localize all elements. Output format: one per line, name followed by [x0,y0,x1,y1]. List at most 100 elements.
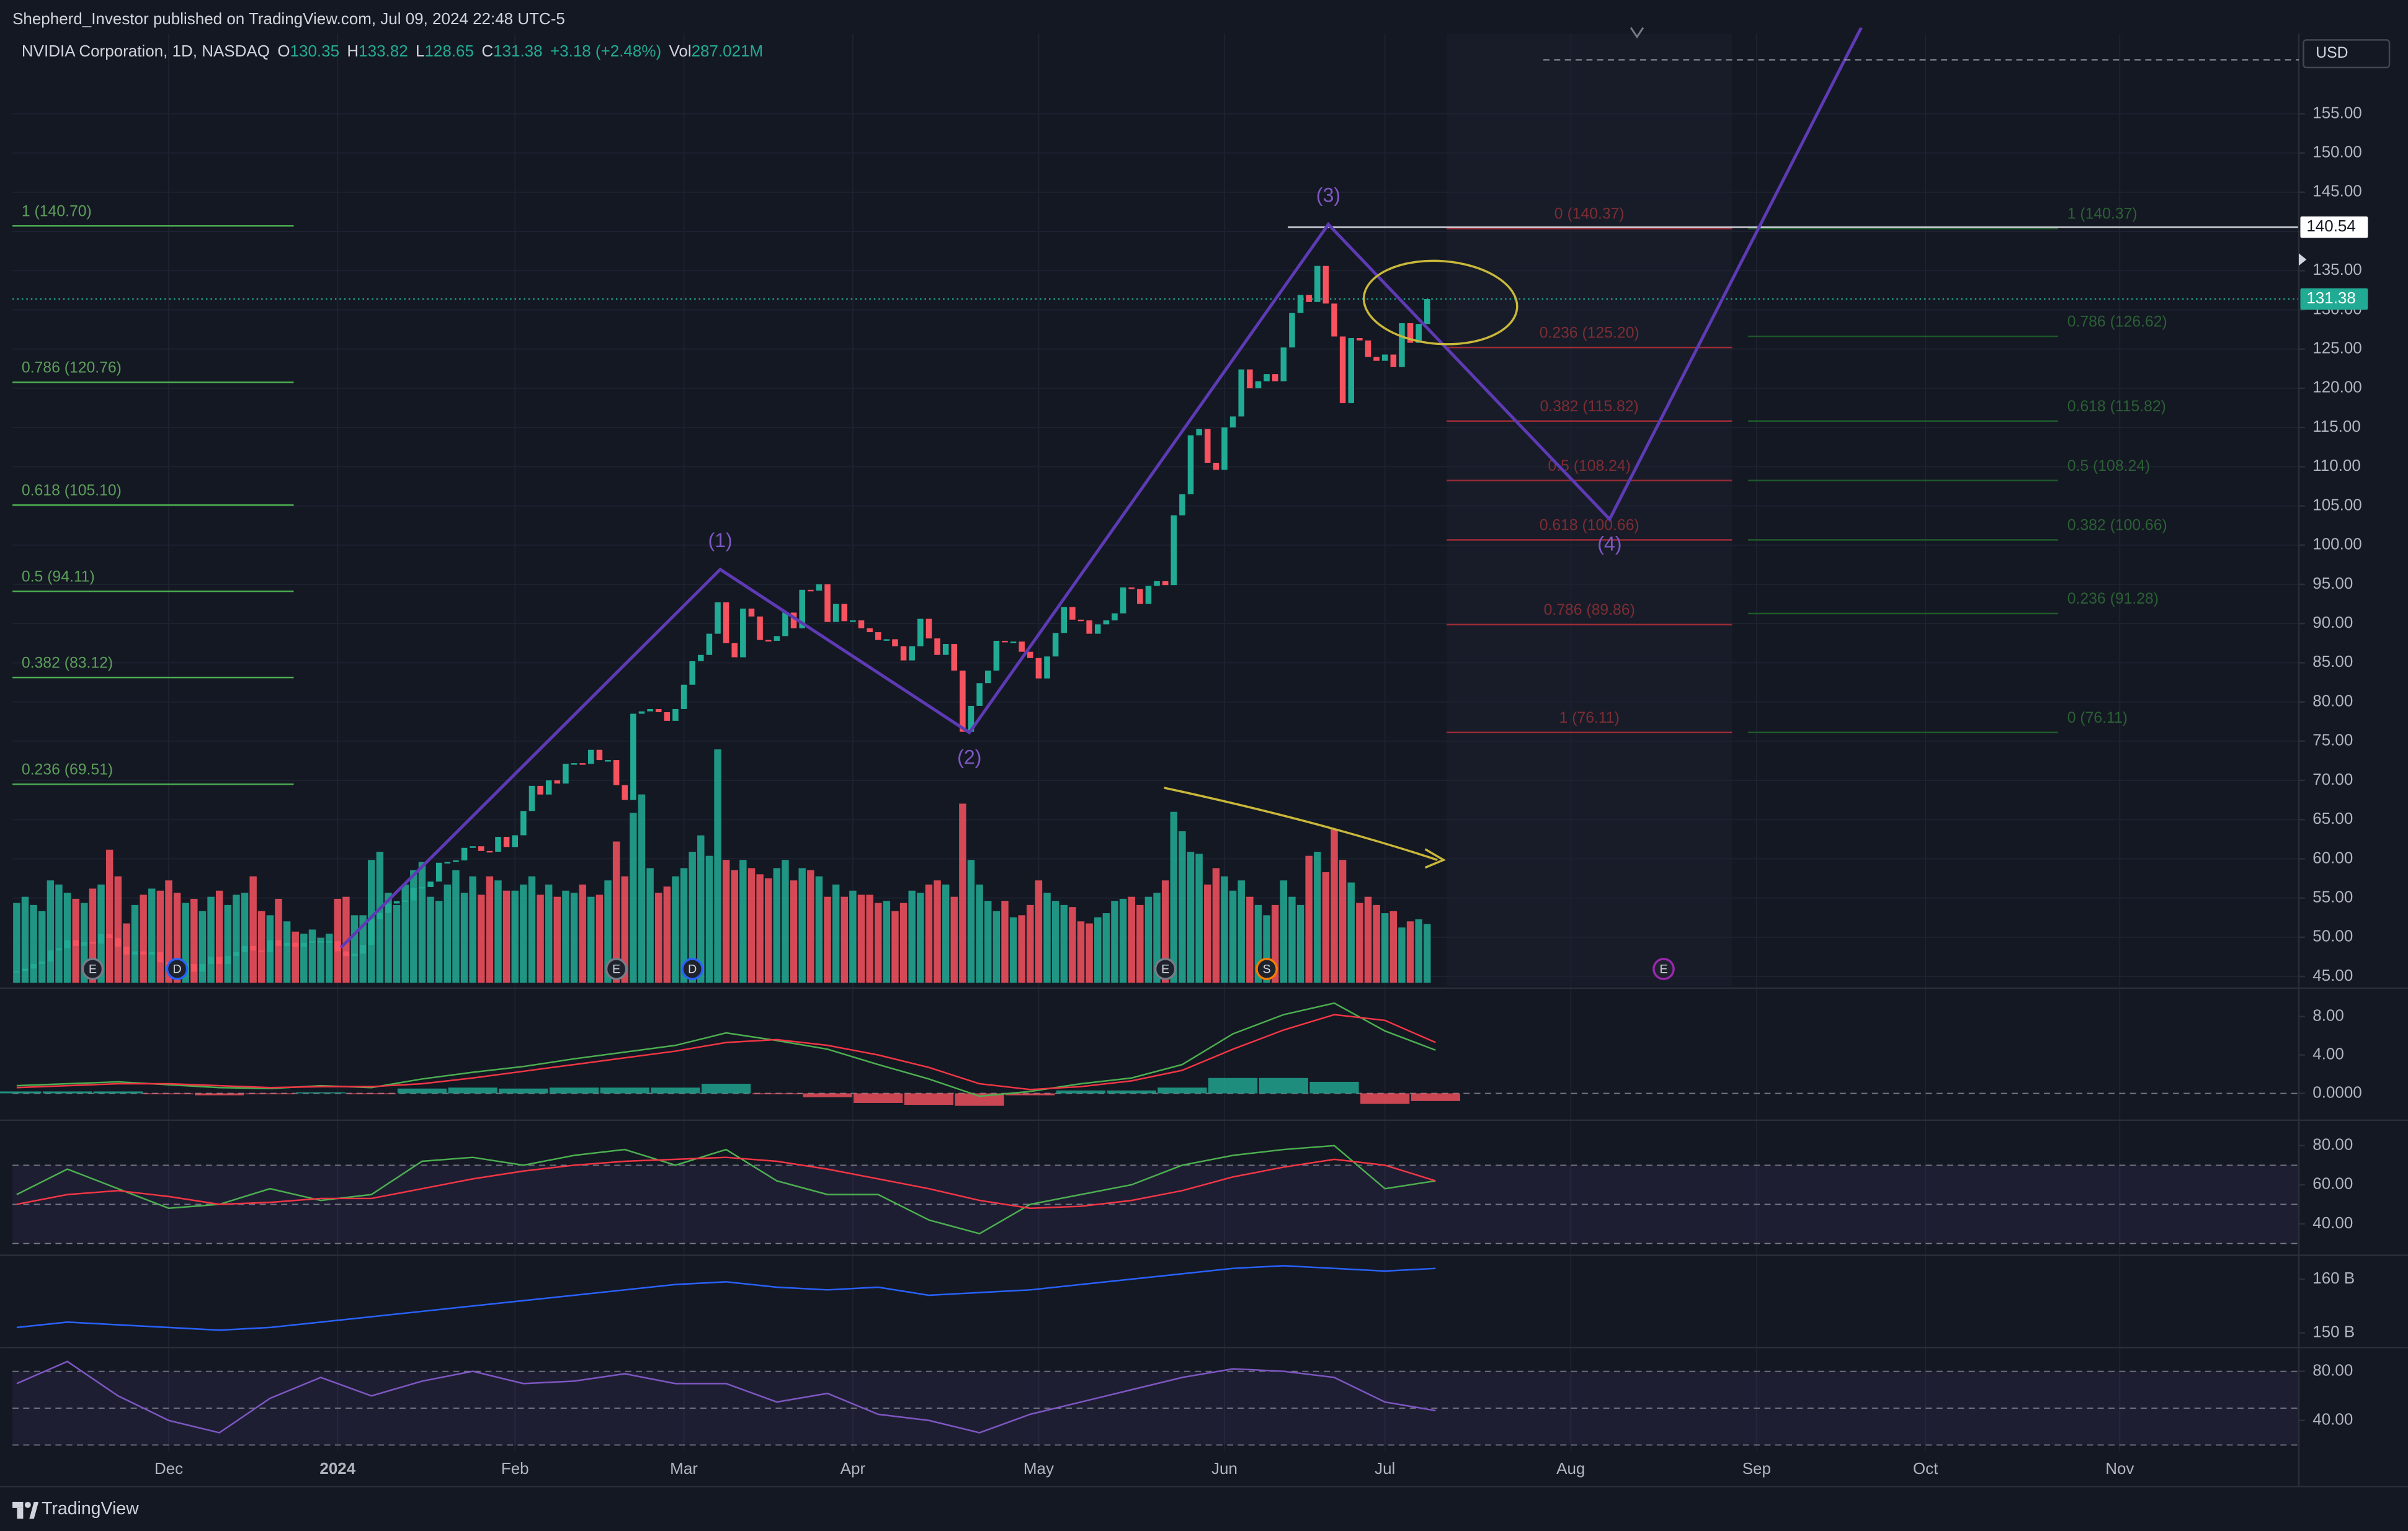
currency-box[interactable] [2303,39,2391,69]
volume-bar [1221,876,1228,983]
candle [1289,313,1295,348]
volume-bar [1347,882,1355,983]
volume-bar [1204,884,1211,983]
volume-bar [917,893,924,983]
candle [495,837,501,852]
volume-bar [773,868,781,983]
volume-bar [798,868,806,983]
legend-key: H [347,42,359,60]
volume-bar [959,803,966,983]
y-tick-label: 70.00 [2312,770,2353,788]
candle [30,963,37,969]
histogram-bar [347,1093,396,1095]
histogram-bar [296,1092,346,1094]
candle [301,942,307,947]
candle [486,850,493,853]
candle [470,846,476,848]
candle [326,941,332,943]
candle [1196,429,1202,435]
volume-bar [207,896,215,983]
volume-bar [1229,890,1237,983]
histogram-bar [397,1088,447,1094]
candle [613,760,620,785]
candle [1390,354,1397,367]
x-tick-label: Sep [1742,1459,1771,1478]
candle [1213,462,1220,470]
volume-bar [452,870,460,983]
fib-label: 0.786 (126.62) [2067,313,2167,330]
volume-bar [444,884,452,983]
volume-bar [1296,904,1304,983]
candle [208,957,214,964]
event-label: E [89,962,97,976]
volume-bar [663,886,671,983]
volume-bar [1254,904,1262,983]
volume-bar [308,929,316,983]
volume-bar [258,911,265,983]
volume-bar [1187,852,1195,983]
candle [435,862,442,882]
fib-label: 0.382 (115.82) [1540,398,1639,415]
histogram-bar [245,1093,295,1095]
candle [512,835,518,847]
x-tick-label: 2024 [319,1459,355,1478]
volume-bar [1195,854,1203,983]
candle [664,712,671,721]
candle [1381,354,1388,361]
volume-bar [934,880,941,983]
volume-bar [140,895,147,983]
candle [1019,641,1025,652]
candle [385,903,391,913]
volume-bar [747,868,756,983]
volume-bar [63,893,71,983]
volume-bar [1179,831,1186,983]
candle [698,654,704,661]
candle [723,602,729,643]
volume-bar [1051,901,1059,983]
event-label: S [1262,962,1270,976]
candle [1204,429,1211,463]
candle [715,602,721,634]
y-tick-label: 60.00 [2312,1174,2353,1193]
candle [545,780,552,795]
fib-label: 0.5 (94.11) [22,568,95,585]
y-tick-label: 95.00 [2312,574,2353,592]
volume-bar [756,874,764,983]
wave-line [339,27,1863,949]
candle [1094,624,1101,634]
volume-bar [89,888,97,983]
indicator-line [16,1145,1436,1235]
volume-bar [233,895,240,983]
volume-bar [1322,872,1330,983]
histogram-bar [1309,1081,1359,1094]
y-tick-label: 110.00 [2312,456,2361,475]
candle [411,888,417,901]
candle [318,941,324,943]
candle [1407,323,1414,343]
volume-bar [824,896,831,983]
volume-bar [807,870,814,983]
volume-bar [984,901,992,983]
candle [47,950,54,962]
legend-key: L [416,42,424,60]
histogram-bar [93,1091,143,1094]
candle [909,646,915,661]
candle [1154,581,1160,586]
volume-bar [1102,913,1110,983]
volume-bar [875,903,882,983]
volume-bar [55,884,63,983]
volume-bar [1314,852,1321,983]
candle [1339,336,1346,403]
candle [596,749,603,761]
volume-bar [131,904,139,983]
candle [233,952,239,957]
candle [757,616,763,640]
candle [1322,266,1329,304]
candle [672,708,679,721]
candle [976,683,983,706]
volume-bar [705,855,713,983]
event-icon [81,958,104,980]
candle [38,962,45,964]
scroll-icon[interactable] [1630,27,1644,39]
candle [528,785,535,811]
